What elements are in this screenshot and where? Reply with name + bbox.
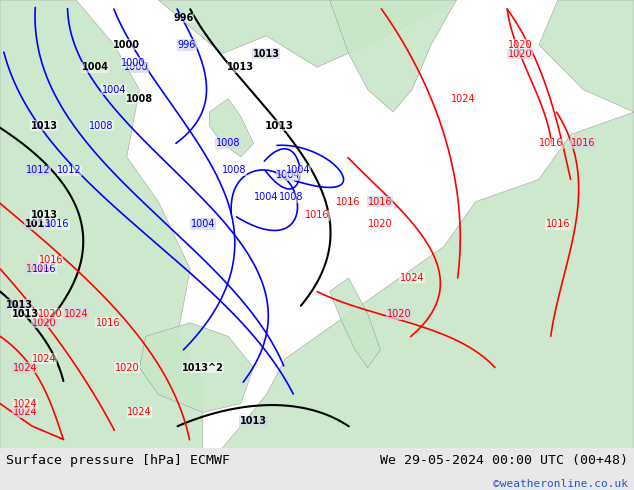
- Text: 1012: 1012: [26, 165, 50, 175]
- Text: 1020: 1020: [368, 219, 392, 229]
- Text: 1008: 1008: [223, 165, 247, 175]
- Text: 996: 996: [178, 40, 196, 50]
- Text: 1000: 1000: [124, 62, 148, 72]
- Text: 1004: 1004: [82, 62, 108, 72]
- Polygon shape: [158, 0, 456, 67]
- Polygon shape: [0, 0, 203, 448]
- Text: 1016: 1016: [96, 318, 120, 328]
- Text: 1024: 1024: [13, 363, 37, 373]
- Text: 1020: 1020: [508, 40, 532, 50]
- Text: 1020: 1020: [508, 49, 532, 59]
- Text: 1004: 1004: [286, 165, 310, 175]
- Text: 1013^2: 1013^2: [182, 363, 224, 373]
- Text: 1020: 1020: [39, 309, 63, 319]
- Polygon shape: [330, 0, 456, 112]
- Text: 1004: 1004: [191, 219, 215, 229]
- Text: 1008: 1008: [280, 192, 304, 202]
- Text: 1004: 1004: [102, 85, 126, 95]
- Text: 1020: 1020: [387, 309, 411, 319]
- Polygon shape: [139, 323, 254, 413]
- Text: 1016: 1016: [39, 255, 63, 265]
- Text: We 29-05-2024 00:00 UTC (00+48): We 29-05-2024 00:00 UTC (00+48): [380, 454, 628, 467]
- Text: 1024: 1024: [13, 408, 37, 417]
- Text: 1000: 1000: [121, 58, 145, 68]
- Polygon shape: [209, 98, 254, 157]
- Text: 1013: 1013: [31, 121, 58, 130]
- Text: 1016: 1016: [337, 197, 361, 207]
- Text: 1024: 1024: [127, 408, 152, 417]
- Text: ©weatheronline.co.uk: ©weatheronline.co.uk: [493, 479, 628, 489]
- Polygon shape: [222, 112, 634, 448]
- Text: 1016: 1016: [305, 210, 329, 220]
- Text: 1013: 1013: [264, 121, 294, 130]
- Text: 1013: 1013: [240, 416, 267, 426]
- Text: 1020: 1020: [115, 363, 139, 373]
- Polygon shape: [539, 0, 634, 112]
- Text: 1016: 1016: [368, 197, 392, 207]
- Text: 1013: 1013: [253, 49, 280, 59]
- Text: 1000: 1000: [113, 40, 140, 50]
- Text: 1016: 1016: [540, 139, 564, 148]
- Text: 1024: 1024: [64, 309, 88, 319]
- Text: 1008: 1008: [126, 94, 153, 104]
- Text: 1016: 1016: [26, 264, 50, 274]
- Text: 1012: 1012: [58, 165, 82, 175]
- Text: 1008: 1008: [216, 139, 240, 148]
- Text: 1016: 1016: [32, 264, 56, 274]
- Text: 1013: 1013: [12, 309, 39, 319]
- Text: 1013: 1013: [31, 210, 58, 220]
- Text: 1016: 1016: [45, 219, 69, 229]
- Text: Surface pressure [hPa] ECMWF: Surface pressure [hPa] ECMWF: [6, 454, 230, 467]
- Text: 1024: 1024: [32, 354, 56, 364]
- Text: 1013: 1013: [6, 300, 32, 310]
- Text: 1016: 1016: [571, 139, 595, 148]
- Text: 1013: 1013: [25, 219, 51, 229]
- Text: 1004: 1004: [254, 192, 278, 202]
- Polygon shape: [330, 278, 380, 368]
- Text: 1004: 1004: [276, 170, 301, 180]
- Text: 1013: 1013: [228, 62, 254, 72]
- Text: 1016: 1016: [546, 219, 570, 229]
- Text: 1020: 1020: [32, 318, 56, 328]
- Text: 1024: 1024: [400, 273, 424, 283]
- Text: 1024: 1024: [13, 398, 37, 409]
- Text: 996: 996: [174, 13, 194, 23]
- Text: 1008: 1008: [89, 121, 113, 130]
- Text: 1024: 1024: [451, 94, 475, 104]
